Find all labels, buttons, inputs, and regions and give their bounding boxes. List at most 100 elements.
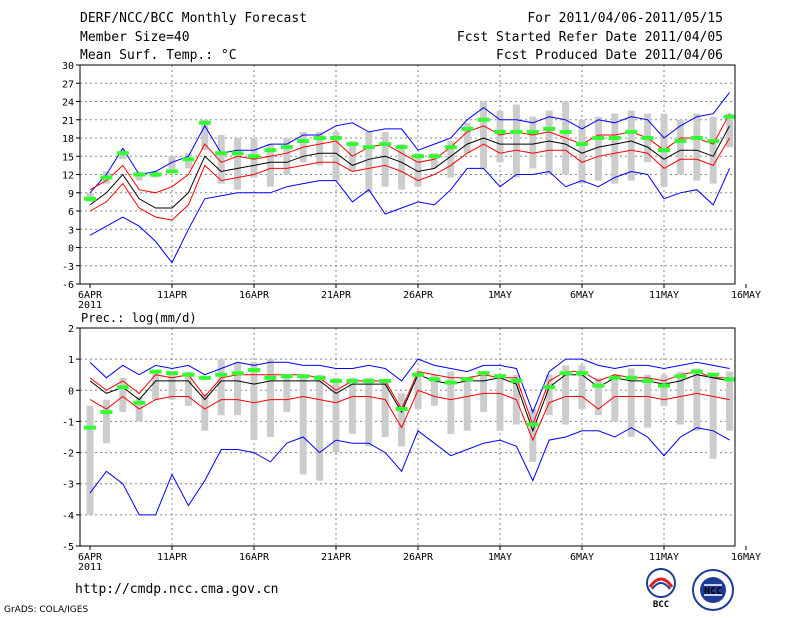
median-marker — [658, 383, 670, 388]
median-marker — [625, 375, 638, 380]
median-marker — [84, 425, 96, 430]
median-marker — [592, 136, 605, 140]
spread-bar — [266, 144, 274, 187]
series-line-min — [89, 427, 730, 516]
spread-bar — [545, 110, 553, 175]
spread-bar — [496, 374, 504, 431]
spread-bar — [234, 362, 242, 416]
spread-bar — [693, 113, 701, 181]
spread-bar — [562, 365, 570, 425]
spread-bar — [86, 405, 94, 515]
y-tick-label: -3 — [62, 262, 74, 273]
median-marker — [133, 400, 146, 405]
median-marker — [264, 148, 277, 153]
plot-frame — [79, 327, 736, 547]
spread-bar — [398, 144, 406, 190]
median-marker — [625, 129, 638, 134]
y-tick-label: 12 — [62, 171, 74, 182]
series-line-max — [89, 92, 730, 194]
median-marker — [543, 385, 556, 390]
median-marker — [690, 136, 703, 140]
median-marker — [149, 369, 162, 374]
spread-bar — [693, 368, 701, 431]
y-tick-label: -6 — [62, 280, 74, 291]
median-marker — [690, 369, 703, 374]
source-url[interactable]: http://cmdp.ncc.cma.gov.cn — [75, 582, 279, 597]
spread-bar — [463, 377, 471, 431]
x-tick-label: 11APR — [157, 552, 188, 563]
x-tick-label: 11MAY — [649, 290, 679, 301]
spread-bar — [512, 104, 520, 178]
median-marker — [674, 374, 687, 379]
x-tick-label: 26APR — [403, 290, 434, 301]
x-tick-label: 6MAY — [570, 552, 594, 563]
median-marker — [592, 383, 605, 388]
spread-bar — [430, 374, 438, 406]
median-marker — [608, 136, 621, 140]
spread-bar — [201, 393, 209, 431]
y-tick-label: -3 — [62, 480, 74, 491]
median-marker — [297, 139, 310, 144]
spread-bar — [283, 138, 291, 175]
spread-bar — [102, 399, 110, 444]
median-marker — [346, 378, 359, 383]
median-marker — [576, 371, 588, 376]
median-marker — [297, 374, 310, 379]
spread-bar — [365, 377, 373, 447]
y-tick-label: 2 — [68, 324, 74, 335]
x-tick-label: 1MAY — [488, 290, 512, 301]
forecast-period: For 2011/04/06-2011/05/15 — [527, 11, 723, 26]
median-marker — [116, 151, 129, 156]
median-marker — [280, 145, 293, 150]
median-marker — [477, 117, 490, 122]
median-marker — [84, 196, 96, 201]
spread-bar — [611, 374, 619, 422]
x-tick-label: 16MAY — [731, 290, 761, 301]
spread-bar — [381, 380, 389, 437]
median-marker — [166, 371, 178, 376]
x-year-label: 2011 — [78, 300, 102, 311]
spread-bar — [726, 113, 734, 148]
median-marker — [100, 410, 113, 415]
median-marker — [543, 126, 556, 131]
median-marker — [248, 368, 260, 373]
x-tick-label: 26APR — [403, 552, 434, 563]
spread-bar — [660, 374, 668, 406]
median-marker — [182, 372, 195, 377]
spread-bar — [726, 371, 734, 431]
spread-bar — [201, 119, 209, 151]
median-marker — [379, 142, 392, 147]
spread-bar — [332, 377, 340, 453]
median-marker — [641, 378, 654, 383]
median-marker — [379, 378, 392, 383]
median-marker — [412, 154, 424, 159]
median-marker — [313, 375, 326, 380]
median-marker — [330, 378, 342, 383]
median-marker — [149, 172, 162, 177]
x-tick-label: 16MAY — [731, 552, 761, 563]
spread-bar — [529, 116, 537, 169]
spread-bar — [348, 377, 356, 434]
median-marker — [494, 129, 506, 134]
series-line-upper-quartile — [89, 371, 730, 426]
spread-bar — [119, 377, 127, 413]
x-tick-label: 16APR — [239, 290, 270, 301]
median-marker — [526, 129, 539, 134]
bcc-logo-text: BCC — [653, 600, 669, 609]
spread-bar — [529, 408, 537, 462]
median-marker — [248, 154, 260, 159]
y-tick-label: -1 — [62, 417, 74, 428]
median-marker — [330, 136, 342, 140]
median-marker — [182, 157, 195, 162]
x-tick-label: 11APR — [157, 290, 188, 301]
median-marker — [362, 378, 375, 383]
median-marker — [412, 372, 424, 377]
median-marker — [346, 142, 359, 147]
y-tick-label: 27 — [62, 79, 74, 90]
spread-bar — [168, 156, 176, 172]
spread-bar — [217, 134, 225, 184]
spread-bar — [480, 101, 488, 169]
x-tick-label: 6APR — [78, 290, 103, 301]
series-line-mean — [89, 374, 730, 433]
